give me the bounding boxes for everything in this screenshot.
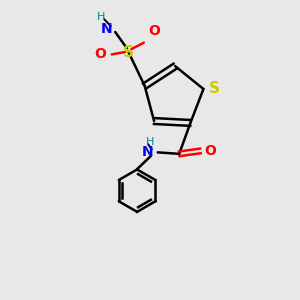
Text: H: H <box>146 137 154 147</box>
Text: O: O <box>204 144 216 158</box>
Text: N: N <box>142 146 153 159</box>
Text: N: N <box>101 22 112 35</box>
Text: S: S <box>209 82 220 97</box>
Text: S: S <box>123 45 134 60</box>
Text: H: H <box>97 12 105 22</box>
Text: O: O <box>94 47 106 61</box>
Text: O: O <box>148 24 160 38</box>
